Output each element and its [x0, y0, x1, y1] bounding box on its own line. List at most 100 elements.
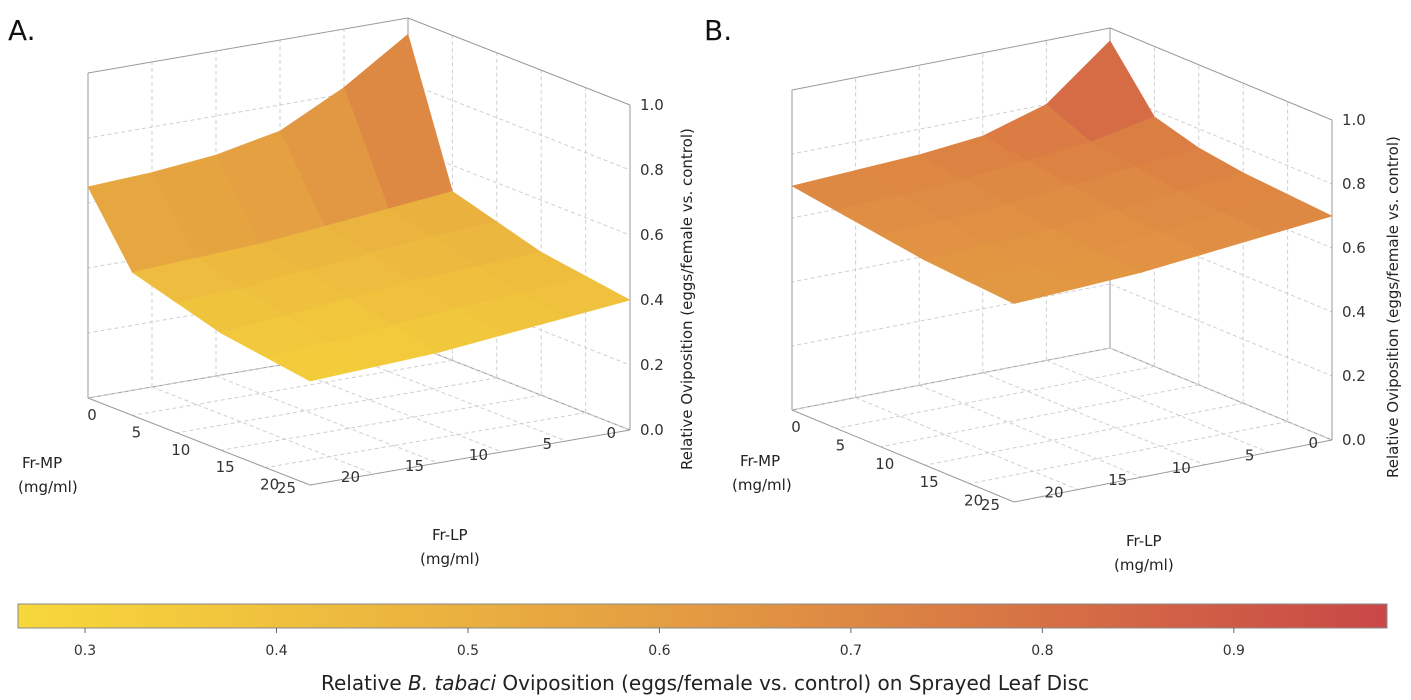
z-tick-label: 0.8	[1342, 175, 1366, 193]
floor-gridline	[1046, 359, 1269, 453]
mp-tick-label: 15	[1108, 471, 1127, 489]
floor-gridline	[215, 375, 439, 464]
wall-gridline	[1109, 347, 1333, 441]
floor-gridline	[87, 397, 311, 486]
wall-gridline	[407, 147, 631, 236]
panel-b-lp-label-line2: (mg/ml)	[1114, 556, 1174, 574]
panel-a-lp-label-line2: (mg/ml)	[420, 550, 480, 568]
floor-gridline	[880, 384, 1199, 448]
colorbar-tick-label: 0.6	[648, 643, 670, 659]
floor-gridline	[836, 365, 1155, 429]
colorbar-gradient	[17, 603, 1388, 629]
z-tick-label: 0.6	[1342, 239, 1366, 257]
panel-a-letter: A.	[8, 14, 36, 47]
mp-tick-label: 25	[981, 496, 1000, 514]
lp-tick-label: 5	[132, 423, 142, 441]
wall-gridline	[791, 283, 1111, 347]
panel-a-mp-label-line1: Fr-MP	[22, 454, 62, 472]
panel-a-mp-label-line2: (mg/ml)	[18, 478, 78, 496]
colorbar-tick-label: 0.9	[1223, 643, 1245, 659]
panel-a-surface	[87, 33, 631, 382]
floor-gridline	[925, 402, 1244, 466]
floor-gridline	[309, 429, 631, 486]
wall-gridline	[791, 347, 1111, 411]
panel-b-mp-label-line2: (mg/ml)	[732, 476, 792, 494]
floor-gridline	[176, 377, 497, 434]
panel-b-grid	[791, 27, 1333, 503]
wall-gridline	[791, 27, 1111, 91]
wall-gridline	[1109, 27, 1333, 121]
z-tick-label: 0.2	[1342, 367, 1366, 385]
mp-tick-label: 15	[405, 457, 424, 475]
floor-gridline	[279, 364, 503, 453]
colorbar-title-pre: Relative	[321, 671, 408, 695]
lp-tick-label: 20	[260, 476, 279, 494]
panel-b-z-label: Relative Oviposition (eggs/female vs. co…	[1384, 136, 1402, 478]
panel-b-surface	[791, 40, 1333, 304]
floor-gridline	[919, 384, 1142, 478]
z-tick-label: 1.0	[640, 96, 664, 114]
lp-tick-label: 0	[87, 406, 97, 424]
wall-gridline	[791, 91, 1111, 155]
panel-b: B. 0510152025051015200.00.20.40.60.81.0 …	[704, 14, 1402, 574]
colorbar-tick-label: 0.3	[74, 643, 96, 659]
panel-b-letter: B.	[704, 14, 732, 47]
mp-tick-label: 5	[1245, 446, 1255, 464]
mp-tick-label: 10	[1172, 459, 1191, 477]
mp-tick-label: 20	[341, 468, 360, 486]
floor-gridline	[343, 353, 567, 442]
colorbar-tick-label: 0.7	[840, 643, 862, 659]
wall-gridline	[87, 82, 409, 139]
z-tick-label: 0.6	[640, 226, 664, 244]
lp-tick-label: 5	[836, 436, 846, 454]
wall-gridline	[407, 17, 631, 106]
floor-gridline	[969, 421, 1288, 485]
wall-gridline	[87, 342, 409, 399]
colorbar-tick-label: 0.4	[265, 643, 287, 659]
surface-facet	[968, 266, 1079, 304]
colorbar: 0.3 0.4 0.5 0.6 0.7 0.8 0.9 Relative B. tabaci…	[17, 603, 1388, 695]
colorbar-title: Relative B. tabaci Oviposition (eggs/fem…	[321, 671, 1089, 695]
floor-gridline	[151, 386, 375, 475]
z-tick-label: 0.0	[640, 421, 664, 439]
z-tick-label: 0.0	[1342, 431, 1366, 449]
panel-a-lp-label-line1: Fr-LP	[432, 526, 468, 544]
panel-b-lp-label-line1: Fr-LP	[1126, 532, 1162, 550]
lp-tick-label: 0	[791, 418, 801, 436]
wall-gridline	[87, 17, 409, 74]
mp-tick-label: 5	[542, 435, 552, 453]
lp-tick-label: 10	[171, 441, 190, 459]
floor-gridline	[982, 372, 1205, 466]
floor-gridline	[265, 412, 586, 469]
lp-tick-label: 15	[920, 473, 939, 491]
colorbar-tick-label: 0.8	[1031, 643, 1053, 659]
surface-facet	[264, 342, 375, 382]
floor-gridline	[132, 359, 453, 416]
colorbar-title-post: Oviposition (eggs/female vs. control) on…	[496, 671, 1089, 695]
mp-tick-label: 25	[277, 479, 296, 497]
z-tick-label: 0.2	[640, 356, 664, 374]
panel-b-mp-label-line1: Fr-MP	[740, 452, 780, 470]
colorbar-ticks: 0.3 0.4 0.5 0.6 0.7 0.8 0.9	[74, 628, 1245, 659]
mp-tick-label: 0	[1308, 434, 1318, 452]
floor-gridline	[221, 394, 542, 451]
mp-tick-label: 0	[606, 424, 616, 442]
lp-tick-label: 15	[216, 458, 235, 476]
z-tick-label: 0.4	[1342, 303, 1366, 321]
z-tick-label: 0.8	[640, 161, 664, 179]
wall-gridline	[1109, 219, 1333, 313]
wall-gridline	[1109, 283, 1333, 377]
wall-gridline	[1109, 91, 1333, 185]
floor-gridline	[791, 409, 1015, 503]
lp-tick-label: 10	[875, 455, 894, 473]
floor-gridline	[1013, 439, 1333, 503]
panel-a-z-label: Relative Oviposition (eggs/female vs. co…	[678, 128, 696, 470]
z-tick-label: 0.4	[640, 291, 664, 309]
lp-tick-label: 20	[964, 492, 983, 510]
wall-gridline	[407, 82, 631, 171]
floor-gridline	[855, 397, 1078, 491]
mp-tick-label: 20	[1045, 484, 1064, 502]
